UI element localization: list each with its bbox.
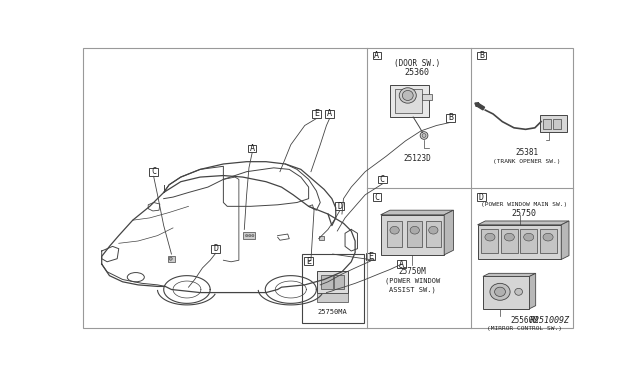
Bar — [317, 271, 348, 293]
Text: 25560M: 25560M — [510, 316, 538, 325]
Bar — [543, 119, 551, 129]
Polygon shape — [561, 221, 569, 260]
Bar — [390, 85, 429, 117]
Ellipse shape — [495, 287, 506, 296]
Bar — [426, 221, 441, 247]
Text: 25750MA: 25750MA — [318, 309, 348, 315]
Bar — [305, 257, 313, 265]
Text: E: E — [306, 257, 311, 266]
Ellipse shape — [420, 132, 428, 140]
Text: C: C — [380, 175, 385, 184]
Ellipse shape — [399, 88, 416, 103]
Ellipse shape — [390, 226, 399, 234]
Text: C: C — [151, 167, 156, 176]
Ellipse shape — [524, 233, 534, 241]
Bar — [168, 256, 175, 262]
Bar — [477, 193, 486, 201]
Text: A: A — [374, 51, 380, 60]
Text: D: D — [479, 193, 484, 202]
Polygon shape — [477, 221, 569, 225]
Polygon shape — [381, 210, 454, 215]
Bar — [397, 260, 406, 268]
Text: E: E — [368, 252, 373, 261]
Bar — [540, 115, 566, 132]
Bar — [301, 254, 364, 323]
Text: D: D — [337, 202, 342, 211]
Bar — [325, 110, 334, 118]
Bar — [335, 202, 344, 210]
Bar — [381, 215, 444, 255]
Bar — [211, 245, 220, 253]
Bar — [540, 230, 557, 253]
Text: 25750: 25750 — [511, 209, 536, 218]
Bar — [319, 235, 324, 240]
Bar — [248, 145, 256, 153]
Polygon shape — [148, 202, 160, 211]
Bar — [395, 89, 422, 113]
Text: A: A — [399, 260, 404, 269]
Text: 25360: 25360 — [404, 68, 429, 77]
Ellipse shape — [485, 233, 495, 241]
Bar — [554, 119, 561, 129]
Text: (MIRROR CONTROL SW.): (MIRROR CONTROL SW.) — [486, 326, 561, 331]
Text: A: A — [250, 144, 255, 153]
Ellipse shape — [248, 234, 251, 237]
Bar — [477, 52, 486, 59]
Ellipse shape — [127, 273, 145, 282]
Text: D: D — [213, 244, 218, 253]
Ellipse shape — [429, 226, 438, 234]
Bar — [149, 168, 158, 176]
Ellipse shape — [515, 288, 522, 295]
Bar — [317, 293, 348, 302]
Bar — [422, 94, 432, 100]
Polygon shape — [444, 210, 454, 255]
Ellipse shape — [246, 234, 248, 237]
Bar — [477, 225, 561, 260]
Bar — [481, 230, 499, 253]
Bar — [387, 221, 403, 247]
Ellipse shape — [543, 233, 553, 241]
Text: E: E — [314, 109, 319, 118]
Text: (DOOR SW.): (DOOR SW.) — [394, 59, 440, 68]
Ellipse shape — [422, 134, 426, 137]
Text: (TRANK OPENER SW.): (TRANK OPENER SW.) — [493, 159, 561, 164]
Bar — [407, 221, 422, 247]
Text: (POWER WINDOW MAIN SW.): (POWER WINDOW MAIN SW.) — [481, 202, 567, 207]
FancyArrow shape — [475, 103, 484, 110]
Text: 25123D: 25123D — [403, 154, 431, 163]
Bar — [321, 275, 333, 289]
Text: ASSIST SW.): ASSIST SW.) — [389, 286, 436, 293]
Text: C: C — [374, 193, 380, 202]
Ellipse shape — [490, 283, 510, 300]
Text: (POWER WINDOW: (POWER WINDOW — [385, 278, 440, 284]
Ellipse shape — [504, 233, 515, 241]
Text: R251009Z: R251009Z — [530, 316, 570, 325]
Bar — [312, 110, 321, 118]
Text: B: B — [479, 51, 484, 60]
Bar — [520, 230, 537, 253]
Ellipse shape — [169, 257, 172, 260]
Bar — [372, 193, 381, 201]
Bar — [334, 275, 344, 289]
Bar — [378, 176, 387, 183]
Ellipse shape — [403, 90, 413, 100]
Bar — [243, 232, 255, 240]
Text: 25381: 25381 — [516, 148, 539, 157]
Bar — [446, 114, 454, 122]
Bar — [483, 276, 529, 309]
Ellipse shape — [410, 226, 419, 234]
Polygon shape — [483, 273, 536, 276]
Bar — [500, 230, 518, 253]
Text: B: B — [448, 113, 453, 122]
Polygon shape — [529, 273, 536, 309]
Text: 25750M: 25750M — [399, 267, 426, 276]
Ellipse shape — [252, 234, 254, 237]
Text: A: A — [327, 109, 332, 118]
Bar — [372, 52, 381, 59]
Bar — [366, 253, 375, 260]
